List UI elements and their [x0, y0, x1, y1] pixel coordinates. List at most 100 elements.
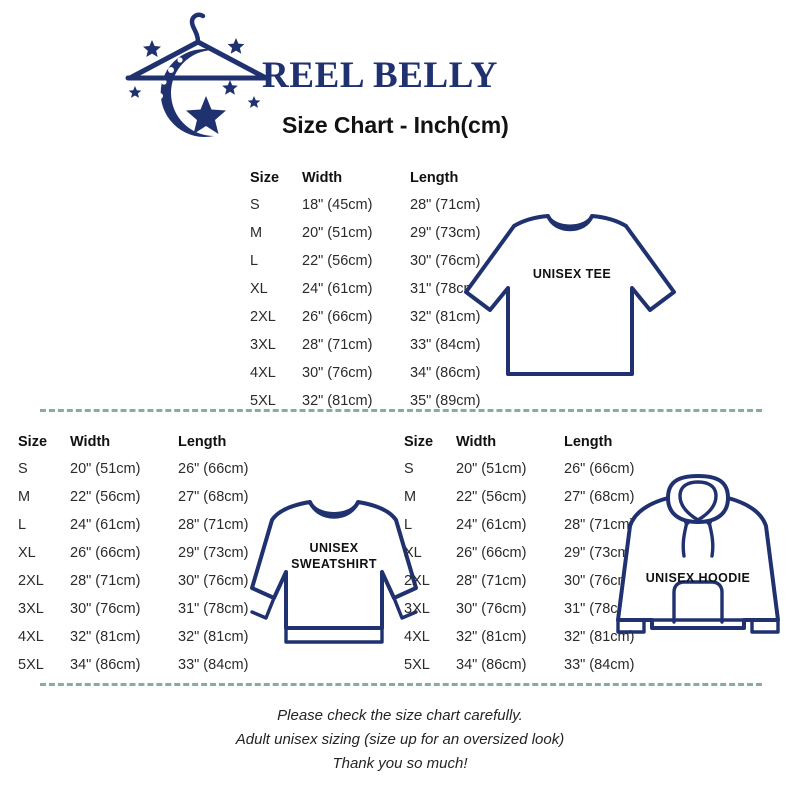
cell-width: 30" (76cm)	[302, 365, 373, 381]
table-row: S 20" (51cm) 26" (66cm)	[404, 461, 668, 489]
cell-length: 26" (66cm)	[178, 461, 249, 477]
size-table-hoodie: Size Width Length S 20" (51cm) 26" (66cm…	[404, 434, 668, 685]
size-table-tee: Size Width Length S 18" (45cm) 28" (71cm…	[250, 170, 514, 421]
table-row: L 22" (56cm) 30" (76cm)	[250, 253, 514, 281]
cell-size: S	[18, 461, 28, 477]
cell-width: 28" (71cm)	[302, 337, 373, 353]
column-header-length: Length	[410, 170, 459, 186]
cell-length: 35" (89cm)	[410, 393, 481, 409]
divider-bottom	[40, 683, 762, 686]
cell-length: 28" (71cm)	[178, 517, 249, 533]
table-row: 4XL 30" (76cm) 34" (86cm)	[250, 365, 514, 393]
cell-width: 26" (66cm)	[302, 309, 373, 325]
footer-line-1: Please check the size chart carefully.	[277, 707, 523, 724]
cell-size: 4XL	[250, 365, 276, 381]
cell-width: 26" (66cm)	[70, 545, 141, 561]
cell-size: M	[404, 489, 417, 505]
table-row: XL 24" (61cm) 31" (78cm)	[250, 281, 514, 309]
cell-width: 28" (71cm)	[70, 573, 141, 589]
brand-name: REEL BELLY	[262, 55, 499, 96]
cell-size: 4XL	[18, 629, 44, 645]
cell-size: 2XL	[250, 309, 276, 325]
sweatshirt-icon: UNISEX SWEATSHIRT	[244, 472, 424, 652]
cell-width: 24" (61cm)	[456, 517, 527, 533]
cell-size: XL	[404, 545, 422, 561]
cell-width: 30" (76cm)	[70, 601, 141, 617]
cell-width: 32" (81cm)	[456, 629, 527, 645]
table-row: 4XL 32" (81cm) 32" (81cm)	[404, 629, 668, 657]
table-row: 2XL 28" (71cm) 30" (76cm)	[18, 573, 282, 601]
cell-size: XL	[250, 281, 268, 297]
table-row: 5XL 34" (86cm) 33" (84cm)	[404, 657, 668, 685]
cell-size: 3XL	[404, 601, 430, 617]
cell-width: 20" (51cm)	[302, 225, 373, 241]
cell-length: 32" (81cm)	[178, 629, 249, 645]
footer-line-3: Thank you so much!	[332, 755, 468, 772]
header: REEL BELLY Size Chart - Inch(cm)	[0, 0, 800, 160]
column-header-length: Length	[178, 434, 227, 450]
cell-size: 5XL	[250, 393, 276, 409]
table-header-row: Size Width Length	[404, 434, 668, 461]
cell-size: 2XL	[18, 573, 44, 589]
column-header-width: Width	[302, 170, 343, 186]
cell-length: 27" (68cm)	[178, 489, 249, 505]
column-header-width: Width	[70, 434, 111, 450]
t-shirt-icon: UNISEX TEE	[462, 196, 682, 386]
cell-size: 5XL	[18, 657, 44, 673]
cell-size: L	[18, 517, 27, 533]
cell-length: 28" (71cm)	[564, 517, 635, 533]
table-row: 2XL 28" (71cm) 30" (76cm)	[404, 573, 668, 601]
cell-width: 18" (45cm)	[302, 197, 373, 213]
cell-width: 28" (71cm)	[456, 573, 527, 589]
cell-length: 30" (76cm)	[178, 573, 249, 589]
table-row: M 22" (56cm) 27" (68cm)	[404, 489, 668, 517]
cell-size: 3XL	[250, 337, 276, 353]
table-row: XL 26" (66cm) 29" (73cm)	[404, 545, 668, 573]
column-header-size: Size	[18, 434, 48, 450]
cell-length: 30" (76cm)	[410, 253, 481, 269]
column-header-length: Length	[564, 434, 613, 450]
table-row: 4XL 32" (81cm) 32" (81cm)	[18, 629, 282, 657]
cell-length: 32" (81cm)	[410, 309, 481, 325]
cell-length: 29" (73cm)	[410, 225, 481, 241]
cell-size: 4XL	[404, 629, 430, 645]
cell-length: 31" (78cm)	[178, 601, 249, 617]
table-header-row: Size Width Length	[18, 434, 282, 461]
cell-size: XL	[18, 545, 36, 561]
column-header-width: Width	[456, 434, 497, 450]
table-row: L 24" (61cm) 28" (71cm)	[18, 517, 282, 545]
divider-top	[40, 409, 762, 412]
cell-size: 5XL	[404, 657, 430, 673]
cell-size: M	[250, 225, 263, 241]
page-title: Size Chart - Inch(cm)	[282, 112, 509, 138]
cell-width: 32" (81cm)	[302, 393, 373, 409]
column-header-size: Size	[250, 170, 280, 186]
cell-width: 24" (61cm)	[302, 281, 373, 297]
cell-width: 34" (86cm)	[456, 657, 527, 673]
cell-length: 27" (68cm)	[564, 489, 635, 505]
table-row: 3XL 28" (71cm) 33" (84cm)	[250, 337, 514, 365]
cell-length: 26" (66cm)	[564, 461, 635, 477]
cell-length: 33" (84cm)	[564, 657, 635, 673]
cell-width: 32" (81cm)	[70, 629, 141, 645]
table-row: XL 26" (66cm) 29" (73cm)	[18, 545, 282, 573]
cell-size: L	[250, 253, 259, 269]
cell-length: 33" (84cm)	[178, 657, 249, 673]
cell-size: L	[404, 517, 413, 533]
cell-size: M	[18, 489, 31, 505]
table-row: M 20" (51cm) 29" (73cm)	[250, 225, 514, 253]
table-row: 2XL 26" (66cm) 32" (81cm)	[250, 309, 514, 337]
cell-length: 31" (78cm)	[410, 281, 481, 297]
cell-length: 28" (71cm)	[410, 197, 481, 213]
cell-width: 20" (51cm)	[70, 461, 141, 477]
cell-width: 24" (61cm)	[70, 517, 141, 533]
cell-length: 29" (73cm)	[178, 545, 249, 561]
cell-size: 2XL	[404, 573, 430, 589]
column-header-size: Size	[404, 434, 434, 450]
cell-length: 33" (84cm)	[410, 337, 481, 353]
hanger-crescent-moon-stars-icon	[118, 8, 278, 148]
table-row: 3XL 30" (76cm) 31" (78cm)	[404, 601, 668, 629]
footer-line-2: Adult unisex sizing (size up for an over…	[235, 731, 565, 748]
cell-width: 26" (66cm)	[456, 545, 527, 561]
